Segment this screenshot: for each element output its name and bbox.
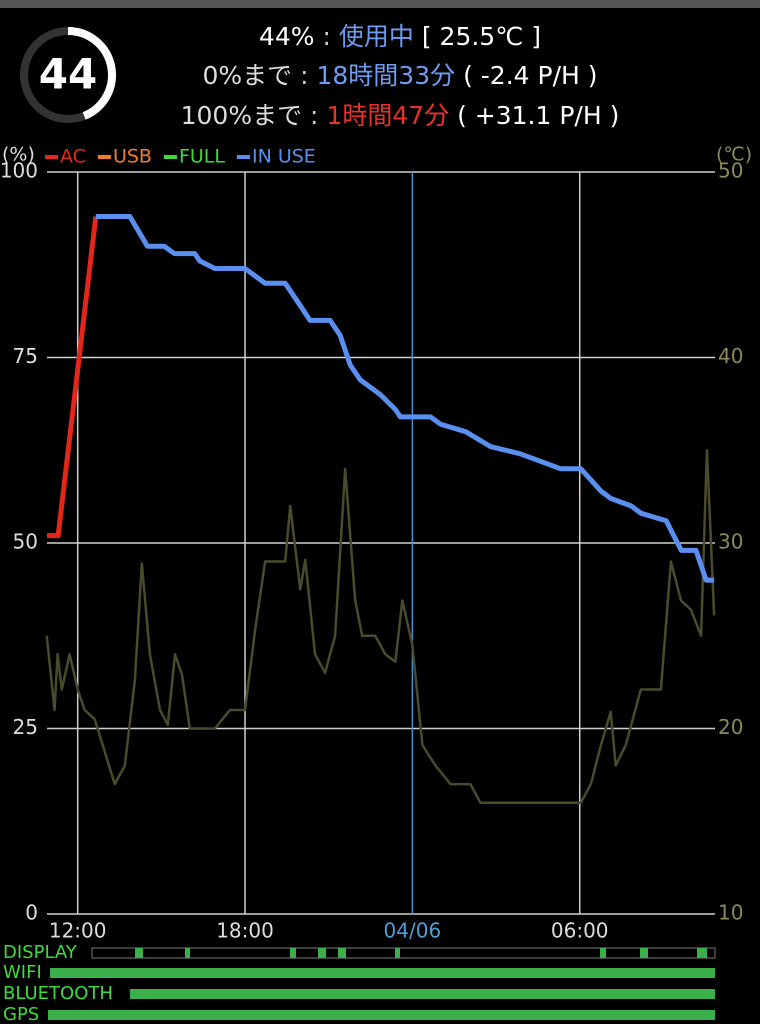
x-tick-label: 18:00 [216, 919, 274, 943]
legend-label: IN USE [252, 146, 316, 168]
y2-tick-label: 20 [718, 715, 743, 739]
header-part: : [315, 22, 339, 51]
header-part: 18時間33分 [317, 61, 456, 90]
header-part: 100%まで [181, 101, 302, 130]
gauge-arc [67, 27, 116, 120]
y2-tick-label: 40 [718, 344, 743, 368]
header-line: 44% : 使用中 [ 25.5℃ ] [259, 22, 541, 51]
temperature-line [45, 449, 716, 804]
battery-gauge[interactable]: 44 [20, 27, 116, 123]
status-segment [395, 948, 400, 958]
header-line: 0%まで : 18時間33分 ( -2.4 P/H ) [203, 61, 598, 90]
status-segment [640, 948, 648, 958]
y2-tick-label: 10 [718, 901, 743, 925]
y-tick-label: 50 [13, 530, 38, 554]
y-tick-label: 100 [0, 159, 38, 183]
status-label: WIFI [3, 962, 42, 983]
status-segment [135, 948, 143, 958]
legend-label: USB [113, 146, 152, 168]
status-segment [338, 948, 346, 958]
y2-tick-label: 50 [718, 159, 743, 183]
status-segment [318, 948, 326, 958]
header-part: : [302, 101, 326, 130]
battery-line [47, 216, 99, 539]
header-part: 44% [259, 22, 315, 51]
status-label: GPS [3, 1004, 39, 1024]
status-label: DISPLAY [3, 942, 78, 963]
header-part: : [292, 61, 316, 90]
status-bar [48, 1010, 715, 1020]
y-tick-label: 0 [25, 901, 38, 925]
header-line: 100%まで : 1時間47分 ( +31.1 P/H ) [181, 101, 620, 130]
header-part: [ 25.5℃ ] [414, 22, 541, 51]
status-segment [697, 948, 707, 958]
gauge-value: 44 [39, 50, 97, 99]
status-segment [290, 948, 296, 958]
status-bar [50, 968, 715, 978]
status-label: BLUETOOTH [3, 983, 113, 1004]
header-part: ( +31.1 P/H ) [449, 101, 619, 130]
y2-axis-label: (℃) [716, 144, 752, 166]
x-tick-label: 06:00 [551, 919, 609, 943]
status-segment [600, 948, 606, 958]
y-axis-label: (%) [2, 144, 35, 166]
status-segment [185, 948, 190, 958]
status-track [91, 947, 716, 959]
header-part: 使用中 [339, 22, 414, 51]
battery-line [95, 214, 715, 583]
header-part: 1時間47分 [326, 101, 449, 130]
y2-tick-label: 30 [718, 530, 743, 554]
y-tick-label: 25 [13, 715, 38, 739]
status-bar [130, 989, 715, 999]
header-part: 0%まで [203, 61, 293, 90]
legend-label: FULL [179, 146, 225, 168]
header-part: ( -2.4 P/H ) [455, 61, 597, 90]
y-tick-label: 75 [13, 344, 38, 368]
legend-label: AC [60, 146, 86, 168]
x-tick-label: 04/06 [384, 919, 442, 943]
top-bar [0, 0, 760, 8]
x-tick-label: 12:00 [49, 919, 107, 943]
